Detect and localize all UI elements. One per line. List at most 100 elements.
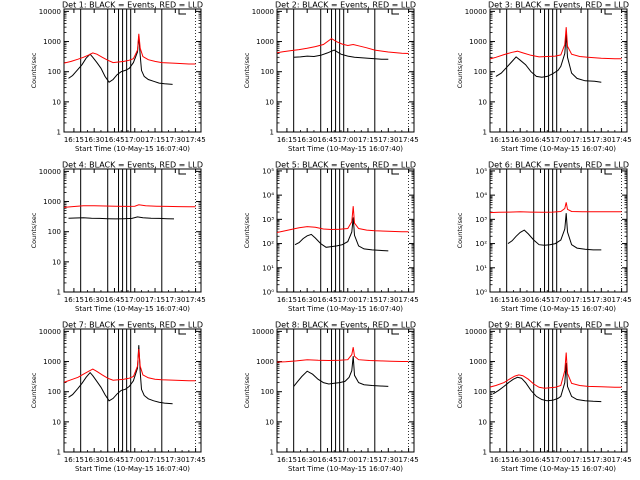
y-tick-label: 1: [57, 449, 61, 457]
panel-8: Det 8: BLACK = Events, RED = LLD 1 10 100 10…: [243, 321, 419, 474]
y-tick-label: 10⁴: [475, 192, 487, 200]
x-tick-label: 17:00: [338, 456, 358, 464]
x-tick-label: 17:00: [125, 456, 145, 464]
y-axis-label: Counts/sec: [30, 372, 38, 408]
x-tick-label: 17:45: [611, 136, 631, 144]
y-tick-label: 10⁰: [475, 289, 487, 297]
x-tick-label: 16:30: [84, 456, 104, 464]
panel-title: Det 4: BLACK = Events, RED = LLD: [62, 161, 203, 170]
panel-6: Det 6: BLACK = Events, RED = LLD 10⁰ 10¹ 10…: [456, 161, 632, 314]
y-tick-label: 1000: [43, 358, 61, 366]
series-events-line: [492, 362, 602, 403]
x-tick-label: 16:30: [297, 456, 317, 464]
y-tick-label: 10000: [39, 168, 61, 176]
x-tick-label: 16:15: [490, 456, 510, 464]
x-tick-label: 16:30: [297, 296, 317, 304]
x-tick-label: 16:45: [530, 136, 550, 144]
x-tick-label: 16:45: [104, 136, 124, 144]
x-tick-label: 17:30: [591, 296, 611, 304]
panel-title: Det 8: BLACK = Events, RED = LLD: [275, 321, 416, 330]
x-tick-label: 17:45: [185, 456, 205, 464]
x-tick-label: 16:30: [84, 136, 104, 144]
y-tick-label: 1000: [43, 198, 61, 206]
y-tick-label: 100: [261, 388, 274, 396]
panel-5: Det 5: BLACK = Events, RED = LLD 10⁰ 10¹ 10…: [243, 161, 419, 314]
x-axis-label: Start Time (10-May-15 16:07:40): [75, 465, 190, 473]
x-tick-label: 17:45: [611, 296, 631, 304]
y-tick-label: 10: [52, 258, 61, 266]
y-tick-label: 100: [261, 68, 274, 76]
y-tick-label: 10000: [465, 8, 487, 16]
y-tick-label: 10000: [39, 8, 61, 16]
series-lld-line: [277, 206, 409, 234]
series-lld-line: [490, 352, 622, 389]
panel-title: Det 2: BLACK = Events, RED = LLD: [275, 1, 416, 10]
y-tick-label: 100: [474, 68, 487, 76]
corner-mark: [604, 169, 612, 175]
y-tick-label: 1: [57, 129, 61, 137]
x-tick-label: 17:30: [165, 456, 185, 464]
x-tick-label: 17:30: [591, 136, 611, 144]
x-tick-label: 16:45: [317, 456, 337, 464]
x-tick-label: 17:30: [378, 296, 398, 304]
y-tick-label: 10⁵: [475, 167, 487, 175]
x-tick-label: 17:15: [571, 136, 591, 144]
y-axis-label: Counts/sec: [243, 212, 251, 248]
x-tick-label: 16:30: [510, 136, 530, 144]
y-tick-label: 1: [270, 129, 274, 137]
y-tick-label: 100: [474, 388, 487, 396]
y-tick-label: 10⁴: [262, 192, 274, 200]
corner-mark: [391, 329, 399, 335]
plot-frame: [489, 8, 628, 133]
x-tick-label: 17:45: [185, 296, 205, 304]
corner-mark: [178, 9, 186, 15]
y-axis-label: Counts/sec: [243, 52, 251, 88]
x-tick-label: 17:15: [358, 456, 378, 464]
plot-frame: [276, 8, 415, 133]
corner-mark: [178, 169, 186, 175]
series-events-line: [294, 217, 389, 252]
y-tick-label: 100: [48, 388, 61, 396]
x-tick-label: 17:45: [398, 136, 418, 144]
y-tick-label: 10⁵: [262, 167, 274, 175]
y-tick-label: 10000: [252, 328, 274, 336]
x-tick-label: 16:15: [64, 456, 84, 464]
x-tick-label: 17:00: [125, 296, 145, 304]
plot-frame: [63, 168, 202, 293]
y-tick-label: 10³: [262, 216, 274, 224]
panel-1: Det 1: BLACK = Events, RED = LLD 1 10 100 10…: [30, 1, 206, 154]
y-tick-label: 1: [57, 289, 61, 297]
x-tick-label: 16:15: [490, 296, 510, 304]
x-axis-label: Start Time (10-May-15 16:07:40): [288, 465, 403, 473]
x-axis-label: Start Time (10-May-15 16:07:40): [75, 305, 190, 313]
y-axis-label: Counts/sec: [243, 372, 251, 408]
x-tick-label: 16:15: [277, 456, 297, 464]
x-axis-label: Start Time (10-May-15 16:07:40): [288, 305, 403, 313]
series-lld-line: [64, 348, 196, 383]
panel-7: Det 7: BLACK = Events, RED = LLD 1 10 100 10…: [30, 321, 206, 474]
series-lld-line: [277, 38, 409, 54]
x-tick-label: 17:15: [358, 136, 378, 144]
x-tick-label: 16:30: [510, 296, 530, 304]
y-tick-label: 1000: [469, 38, 487, 46]
series-events-line: [68, 36, 173, 85]
x-tick-label: 16:15: [490, 136, 510, 144]
y-tick-label: 10³: [475, 216, 487, 224]
panel-9: Det 9: BLACK = Events, RED = LLD 1 10 100 10…: [456, 321, 632, 474]
series-events-line: [293, 356, 389, 387]
y-tick-label: 10: [478, 418, 487, 426]
x-tick-label: 16:30: [297, 136, 317, 144]
x-tick-label: 17:30: [378, 456, 398, 464]
series-lld-line: [64, 33, 196, 65]
x-tick-label: 17:00: [125, 136, 145, 144]
series-lld-line: [490, 202, 622, 214]
x-tick-label: 16:15: [277, 136, 297, 144]
plot-frame: [276, 328, 415, 453]
y-axis-label: Counts/sec: [30, 212, 38, 248]
y-tick-label: 1000: [43, 38, 61, 46]
x-tick-label: 16:45: [530, 456, 550, 464]
y-tick-label: 10000: [39, 328, 61, 336]
x-axis-label: Start Time (10-May-15 16:07:40): [501, 145, 616, 153]
y-tick-label: 1: [483, 129, 487, 137]
